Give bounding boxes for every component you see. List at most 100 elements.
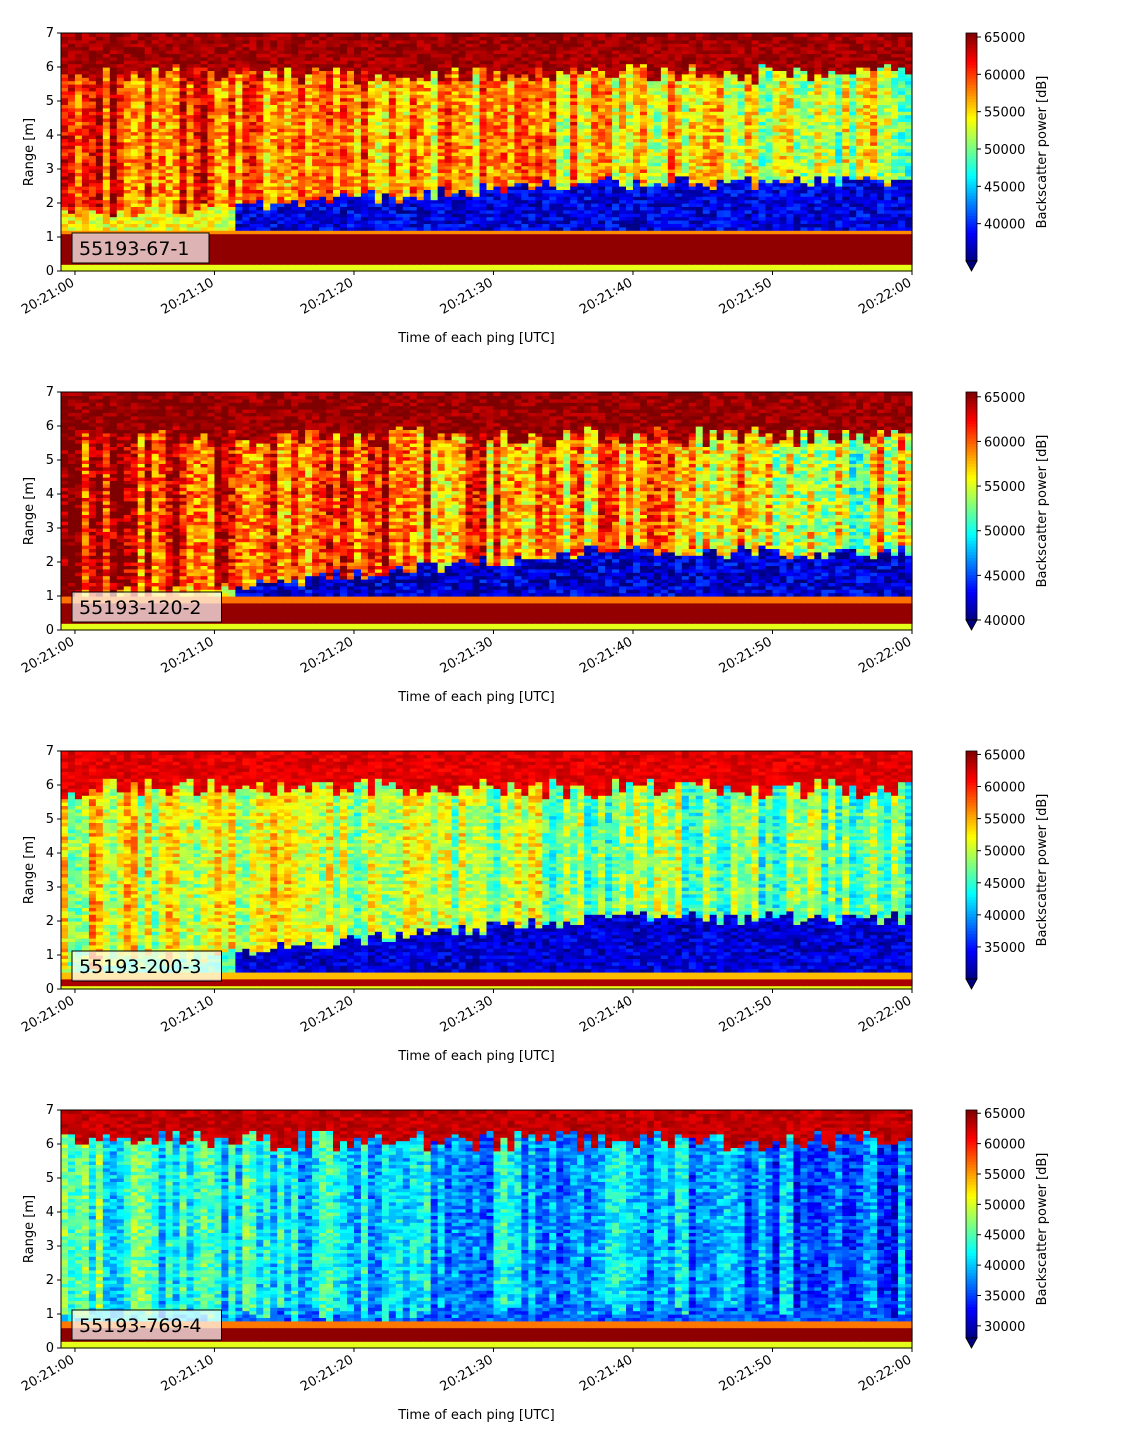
heatmap-cell	[480, 227, 488, 231]
heatmap-cell	[361, 159, 369, 163]
heatmap-cell	[284, 227, 292, 231]
heatmap-cell	[201, 217, 209, 221]
heatmap-cell	[466, 149, 474, 153]
heatmap-cell	[214, 142, 222, 146]
heatmap-cell	[326, 227, 334, 231]
heatmap-cell	[340, 210, 348, 214]
heatmap-cell	[103, 264, 111, 268]
heatmap-cell	[312, 234, 320, 238]
heatmap-cell	[396, 217, 404, 221]
heatmap-cell	[96, 183, 104, 187]
heatmap-cell	[382, 159, 390, 163]
heatmap-cell	[375, 227, 383, 231]
heatmap-cell	[221, 217, 229, 221]
heatmap-cell	[368, 132, 376, 136]
heatmap-cell	[173, 142, 181, 146]
heatmap-cell	[403, 166, 411, 170]
heatmap-cell	[403, 176, 411, 180]
heatmap-cell	[61, 244, 69, 248]
heatmap-cell	[480, 234, 488, 238]
heatmap-cell	[473, 176, 481, 180]
heatmap-cell	[403, 210, 411, 214]
heatmap-cell	[96, 264, 104, 268]
heatmap-cell	[256, 166, 264, 170]
heatmap-cell	[424, 200, 432, 204]
heatmap-cell	[312, 193, 320, 197]
heatmap-cell	[235, 193, 243, 197]
heatmap-cell	[284, 200, 292, 204]
heatmap-cell	[277, 227, 285, 231]
heatmap-cell	[514, 132, 522, 136]
heatmap-cell	[319, 244, 327, 248]
heatmap-cell	[473, 193, 481, 197]
heatmap-cell	[410, 183, 418, 187]
heatmap-cell	[298, 176, 306, 180]
heatmap-cell	[305, 251, 313, 255]
heatmap-cell	[452, 183, 460, 187]
heatmap-cell	[549, 244, 557, 248]
heatmap-cell	[312, 210, 320, 214]
heatmap-cell	[187, 33, 195, 37]
heatmap-cell	[235, 149, 243, 153]
heatmap-cell	[89, 227, 97, 231]
heatmap-cell	[480, 142, 488, 146]
heatmap-cell	[354, 227, 362, 231]
heatmap-cell	[298, 244, 306, 248]
heatmap-cell	[96, 33, 104, 37]
heatmap-cell	[487, 234, 495, 238]
heatmap-cell	[500, 264, 508, 268]
heatmap-cell	[493, 251, 501, 255]
heatmap-cell	[389, 149, 397, 153]
heatmap-cell	[528, 149, 536, 153]
heatmap-cell	[249, 244, 257, 248]
heatmap-cell	[549, 234, 557, 238]
heatmap-cell	[396, 159, 404, 163]
heatmap-cell	[194, 176, 202, 180]
heatmap-cell	[500, 210, 508, 214]
heatmap-cell	[417, 217, 425, 221]
heatmap-cell	[256, 264, 264, 268]
heatmap-cell	[256, 176, 264, 180]
heatmap-cell	[431, 132, 439, 136]
heatmap-cell	[159, 183, 167, 187]
heatmap-cell	[431, 217, 439, 221]
heatmap-cell	[235, 142, 243, 146]
heatmap-cell	[180, 217, 188, 221]
heatmap-cell	[333, 33, 341, 37]
heatmap-cell	[110, 210, 118, 214]
heatmap-cell	[242, 132, 250, 136]
heatmap-cell	[166, 149, 174, 153]
heatmap-cell	[124, 210, 132, 214]
heatmap-cell	[263, 264, 271, 268]
heatmap-cell	[249, 227, 257, 231]
heatmap-cell	[180, 132, 188, 136]
heatmap-cell	[152, 183, 160, 187]
heatmap-cell	[382, 142, 390, 146]
heatmap-cell	[256, 200, 264, 204]
heatmap-cell	[528, 33, 536, 37]
heatmap-cell	[445, 176, 453, 180]
heatmap-cell	[500, 159, 508, 163]
heatmap-cell	[445, 244, 453, 248]
heatmap-cell	[493, 132, 501, 136]
heatmap-cell	[375, 183, 383, 187]
heatmap-cell	[201, 183, 209, 187]
heatmap-cell	[542, 264, 550, 268]
heatmap-cell	[403, 33, 411, 37]
heatmap-cell	[389, 33, 397, 37]
heatmap-cell	[410, 200, 418, 204]
heatmap-cell	[194, 227, 202, 231]
heatmap-cell	[319, 227, 327, 231]
heatmap-cell	[312, 200, 320, 204]
heatmap-cell	[354, 166, 362, 170]
heatmap-cell	[487, 149, 495, 153]
heatmap-cell	[270, 244, 278, 248]
heatmap-cell	[61, 217, 69, 221]
heatmap-cell	[180, 183, 188, 187]
heatmap-cell	[235, 210, 243, 214]
heatmap-cell	[214, 200, 222, 204]
heatmap-cell	[382, 264, 390, 268]
heatmap-cell	[173, 217, 181, 221]
heatmap-cell	[61, 200, 69, 204]
